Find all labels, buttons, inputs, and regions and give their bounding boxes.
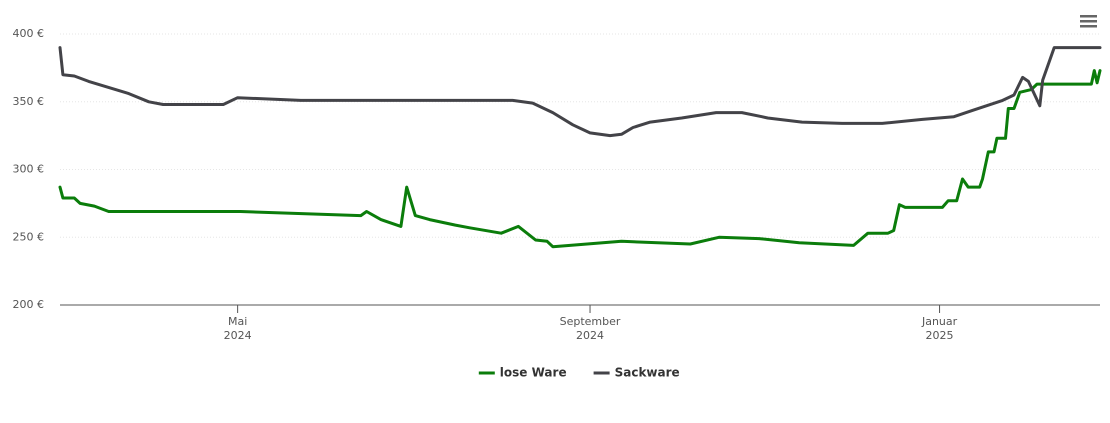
x-tick-label-line: Januar xyxy=(921,315,958,328)
legend-item[interactable]: lose Ware xyxy=(478,366,567,380)
legend-label: lose Ware xyxy=(500,366,567,380)
x-tick-label-line: Mai xyxy=(228,315,247,328)
legend: lose Ware Sackware xyxy=(478,366,680,380)
x-tick-label: Mai 2024 xyxy=(224,315,252,342)
y-tick-label: 250 € xyxy=(13,230,45,243)
x-tick-label-line: September xyxy=(560,315,621,328)
legend-label: Sackware xyxy=(615,366,680,380)
menu-button[interactable] xyxy=(1080,15,1097,28)
menu-bar xyxy=(1080,20,1097,23)
x-tick-label-line: 2024 xyxy=(224,329,252,342)
y-tick-label: 200 € xyxy=(13,298,45,311)
menu-bar xyxy=(1080,15,1097,18)
legend-item[interactable]: Sackware xyxy=(593,366,680,380)
x-tick-label: Januar 2025 xyxy=(921,315,958,342)
x-tick-label-line: 2024 xyxy=(576,329,604,342)
x-tick-label: September 2024 xyxy=(560,315,621,342)
y-tick-label: 400 € xyxy=(13,27,45,40)
line-series xyxy=(58,46,1102,138)
menu-bar xyxy=(1080,25,1097,28)
y-tick-label: 300 € xyxy=(13,163,45,176)
y-tick-label: 350 € xyxy=(13,95,45,108)
x-tick-label-line: 2025 xyxy=(926,329,954,342)
line-series xyxy=(58,69,1102,249)
